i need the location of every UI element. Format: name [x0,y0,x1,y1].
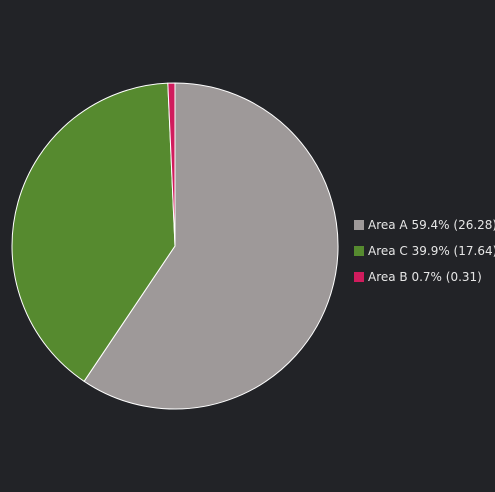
legend-label-area-a: Area A 59.4% (26.28) [368,218,495,232]
pie-slice-area-c[interactable] [11,82,176,382]
legend-item-area-a[interactable]: Area A 59.4% (26.28) [354,212,495,238]
legend-item-area-c[interactable]: Area C 39.9% (17.64) [354,238,495,264]
legend-swatch-area-b [354,272,364,282]
legend-swatch-area-a [354,220,364,230]
legend-item-area-b[interactable]: Area B 0.7% (0.31) [354,264,495,290]
legend-label-area-c: Area C 39.9% (17.64) [368,244,495,258]
legend-swatch-area-c [354,246,364,256]
pie-slice-area-b[interactable] [167,82,176,247]
legend-label-area-b: Area B 0.7% (0.31) [368,270,482,284]
pie-slice-area-a[interactable] [83,82,339,410]
chart-legend: Area A 59.4% (26.28) Area C 39.9% (17.64… [354,212,495,290]
